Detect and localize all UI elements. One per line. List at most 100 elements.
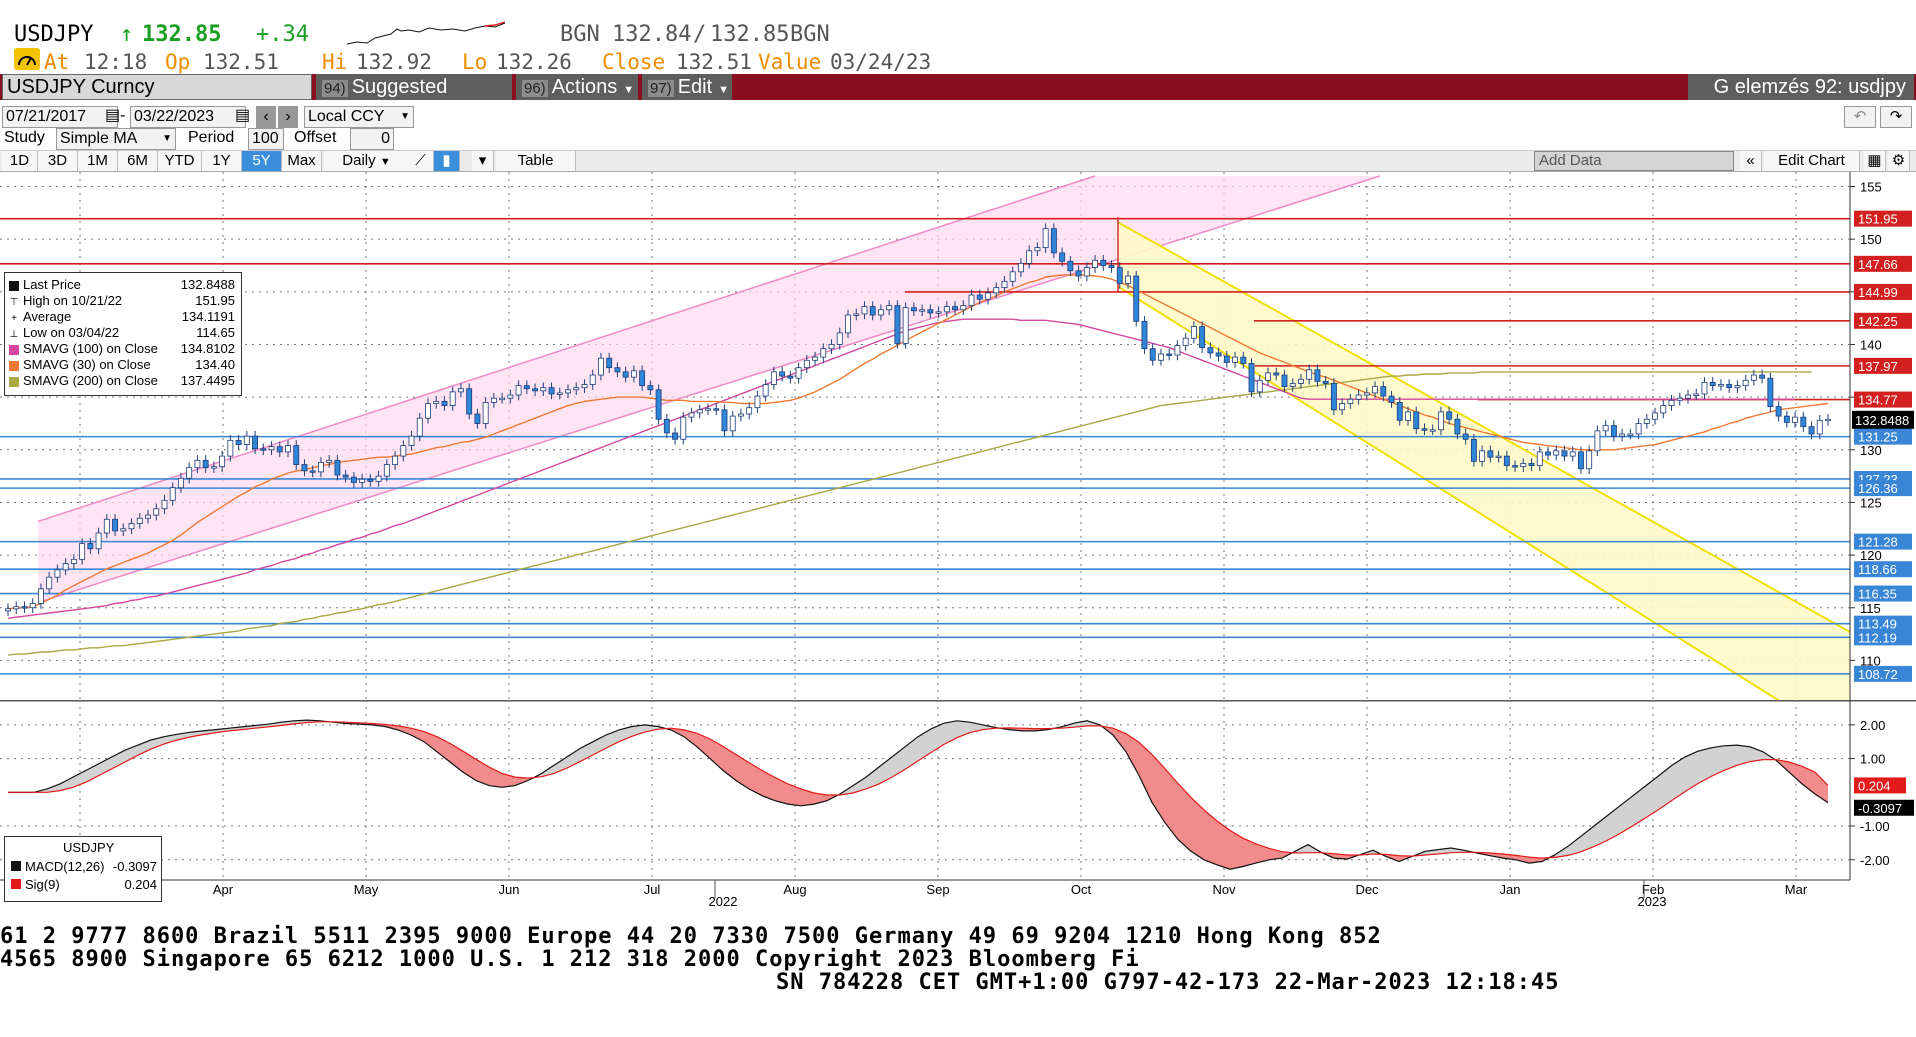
y-tick-label: 140 (1860, 337, 1882, 352)
range-tab-1y[interactable]: 1Y (202, 151, 242, 171)
candle (37, 588, 44, 604)
macd-histogram-fill (736, 754, 749, 789)
macd-histogram-fill (1204, 809, 1217, 865)
last-price: 132.85 (142, 22, 222, 47)
suggested-charts-button[interactable]: 94)Suggested Charts (316, 74, 512, 126)
range-tab-1m[interactable]: 1M (78, 151, 118, 171)
gear-icon[interactable]: ⚙ (1888, 151, 1910, 171)
candle (400, 445, 407, 457)
edit-chart-button[interactable]: Edit Chart (1764, 151, 1860, 171)
end-date-field[interactable]: 03/22/2023 (130, 106, 246, 128)
price-chart[interactable]: 110115120125130135140145150155151.95147.… (0, 172, 1916, 700)
frequency-select[interactable]: Daily ▼ (324, 151, 410, 171)
macd-histogram-fill (1165, 768, 1178, 840)
macd-histogram-fill (411, 728, 424, 742)
line-chart-icon[interactable]: ⟋ (408, 151, 434, 171)
sparkline (346, 21, 506, 45)
candle (770, 371, 777, 385)
collapse-icon[interactable]: « (1740, 151, 1762, 171)
candle (1479, 450, 1486, 462)
y-tick-label: 120 (1860, 548, 1882, 563)
candle (1017, 263, 1024, 273)
candle (1503, 455, 1510, 466)
table-button[interactable]: Table (496, 151, 576, 171)
candle (935, 311, 942, 314)
candle (326, 459, 333, 463)
candle (737, 413, 744, 417)
candle (301, 464, 308, 472)
add-data-field[interactable]: Add Data (1534, 151, 1734, 171)
range-tab-5y[interactable]: 5Y (242, 151, 282, 171)
legend-label: Last Price (23, 277, 81, 292)
legend-label: SMAVG (200) on Close (23, 373, 158, 388)
offset-field[interactable]: 0 (350, 128, 394, 150)
grid-icon[interactable]: ▦ (1864, 151, 1886, 171)
candle (1413, 411, 1420, 430)
range-tab-ytd[interactable]: YTD (158, 151, 202, 171)
symbol: USDJPY (14, 22, 94, 47)
legend-value: 114.65 (196, 325, 235, 340)
candle (375, 475, 382, 482)
candle (1182, 337, 1189, 346)
candle (886, 305, 893, 311)
range-tab-3d[interactable]: 3D (38, 151, 78, 171)
legend-value: 137.4495 (180, 373, 235, 388)
edit-button[interactable]: 97) Edit ▼ (642, 74, 732, 100)
candle (383, 464, 390, 477)
actions-button[interactable]: 96) Actions ▼ (516, 74, 638, 100)
candle (1372, 386, 1379, 394)
candle (408, 435, 415, 446)
macd-chart[interactable]: 2.00 1.00 -1.00 -2.00 0.204 -0.3097 Mar Apr May J… (0, 700, 1916, 910)
period-field[interactable]: 100 (248, 128, 284, 150)
chart-type-dropdown-icon[interactable]: ▾ (472, 151, 494, 171)
candle (1734, 385, 1741, 389)
range-tab-6m[interactable]: 6M (118, 151, 158, 171)
candle (276, 446, 283, 453)
candle (779, 371, 786, 377)
currency-select[interactable]: Local CCY ▼ (304, 106, 414, 128)
candle (1265, 372, 1271, 381)
range-tab-1d[interactable]: 1D (2, 151, 38, 171)
candle (112, 518, 119, 532)
candle (194, 459, 201, 469)
candle (392, 455, 399, 465)
macd-histogram-fill (1581, 826, 1594, 852)
macd-histogram-fill (450, 743, 463, 773)
calendar-icon[interactable]: ▤ (235, 107, 251, 124)
macd-histogram-fill (1074, 720, 1087, 728)
candle (62, 563, 69, 571)
candle (1643, 418, 1650, 424)
macd-histogram-fill (1737, 745, 1750, 766)
x-tick-label: Aug (783, 882, 806, 897)
redo-icon[interactable]: ↷ (1880, 106, 1912, 128)
candle (1429, 429, 1436, 432)
actions-number: 96) (522, 80, 548, 97)
candle (202, 459, 209, 469)
candle (1363, 392, 1370, 396)
x-tick-label: Nov (1212, 882, 1236, 897)
macd-histogram-fill (99, 756, 112, 776)
candle (1215, 352, 1222, 357)
candle (515, 385, 522, 396)
speedometer-icon[interactable] (14, 48, 40, 70)
level-badge (1854, 615, 1912, 632)
level-badge (1854, 312, 1912, 329)
candle (1322, 380, 1329, 384)
range-tab-max[interactable]: Max (282, 151, 322, 171)
macd-legend-label: MACD(12,26) (25, 859, 105, 874)
candle-chart-icon[interactable]: ▮ (434, 151, 460, 171)
candle (589, 374, 596, 385)
calendar-icon[interactable]: ▤ (105, 107, 121, 124)
candle (729, 415, 736, 432)
next-period-button[interactable]: › (278, 106, 298, 128)
candle (1396, 402, 1403, 421)
macd-histogram-fill (918, 728, 931, 761)
study-select[interactable]: Simple MA ▼ (56, 128, 176, 150)
start-date-field[interactable]: 07/21/2017 (2, 106, 118, 128)
candle (556, 392, 563, 395)
candle (490, 397, 497, 403)
macd-badge (1854, 799, 1914, 816)
prev-period-button[interactable]: ‹ (256, 106, 276, 128)
undo-icon[interactable]: ↶ (1844, 106, 1876, 128)
security-field[interactable]: USDJPY Curncy (2, 74, 312, 100)
